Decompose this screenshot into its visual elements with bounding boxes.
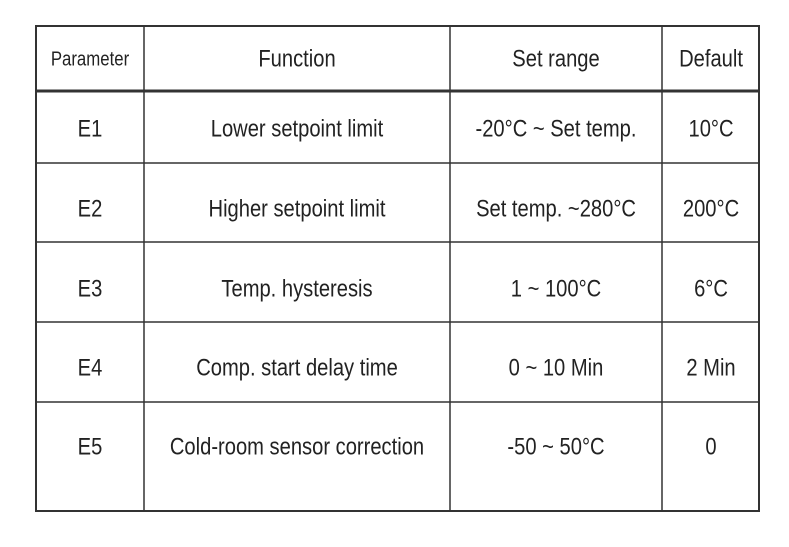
table-cell: 1 ~ 100°C	[511, 275, 601, 302]
table-cell: 2 Min	[686, 354, 735, 381]
table-cell: -50 ~ 50°C	[507, 433, 604, 460]
table-cell: E1	[78, 115, 103, 142]
table-border	[35, 25, 760, 512]
table-cell: Higher setpoint limit	[209, 195, 386, 222]
table-cell: 0 ~ 10 Min	[509, 354, 604, 381]
header-cell: Default	[679, 45, 743, 72]
table-cell: 200°C	[683, 195, 739, 222]
table-cell: E3	[78, 275, 103, 302]
table-cell: 0	[705, 433, 716, 460]
table-cell: Lower setpoint limit	[211, 115, 383, 142]
table-cell: 10°C	[688, 115, 733, 142]
header-cell: Parameter	[51, 47, 129, 70]
table-cell: E2	[78, 195, 103, 222]
header-cell: Set range	[512, 45, 599, 72]
table-cell: -20°C ~ Set temp.	[476, 115, 637, 142]
table-cell: E5	[78, 433, 103, 460]
table-cell: Comp. start delay time	[196, 354, 398, 381]
table-cell: Set temp. ~280°C	[476, 195, 636, 222]
table-cell: Cold-room sensor correction	[170, 433, 424, 460]
table-cell: Temp. hysteresis	[221, 275, 372, 302]
table-cell: 6°C	[694, 275, 728, 302]
table-cell: E4	[78, 354, 103, 381]
header-cell: Function	[258, 45, 335, 72]
